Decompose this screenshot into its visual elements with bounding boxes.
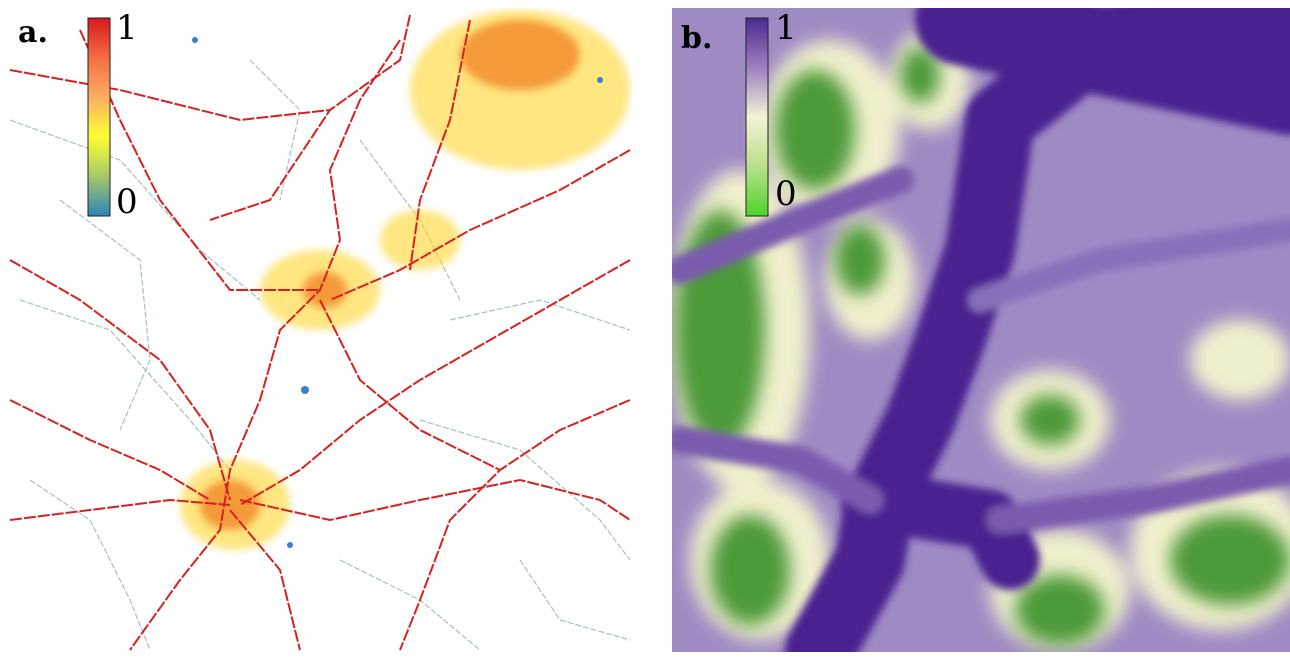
map-a: [8, 8, 632, 652]
panel-label: b.: [681, 21, 712, 56]
colorbar-min-label: 0: [116, 182, 138, 222]
colorbar: [87, 17, 111, 217]
colorbar-max-label: 1: [775, 8, 797, 48]
colorbar-min-label: 0: [775, 174, 797, 214]
panel-label: a.: [18, 15, 48, 50]
colorbar-max-label: 1: [116, 8, 138, 48]
colorbar: [745, 17, 769, 217]
map-b: [672, 8, 1290, 652]
